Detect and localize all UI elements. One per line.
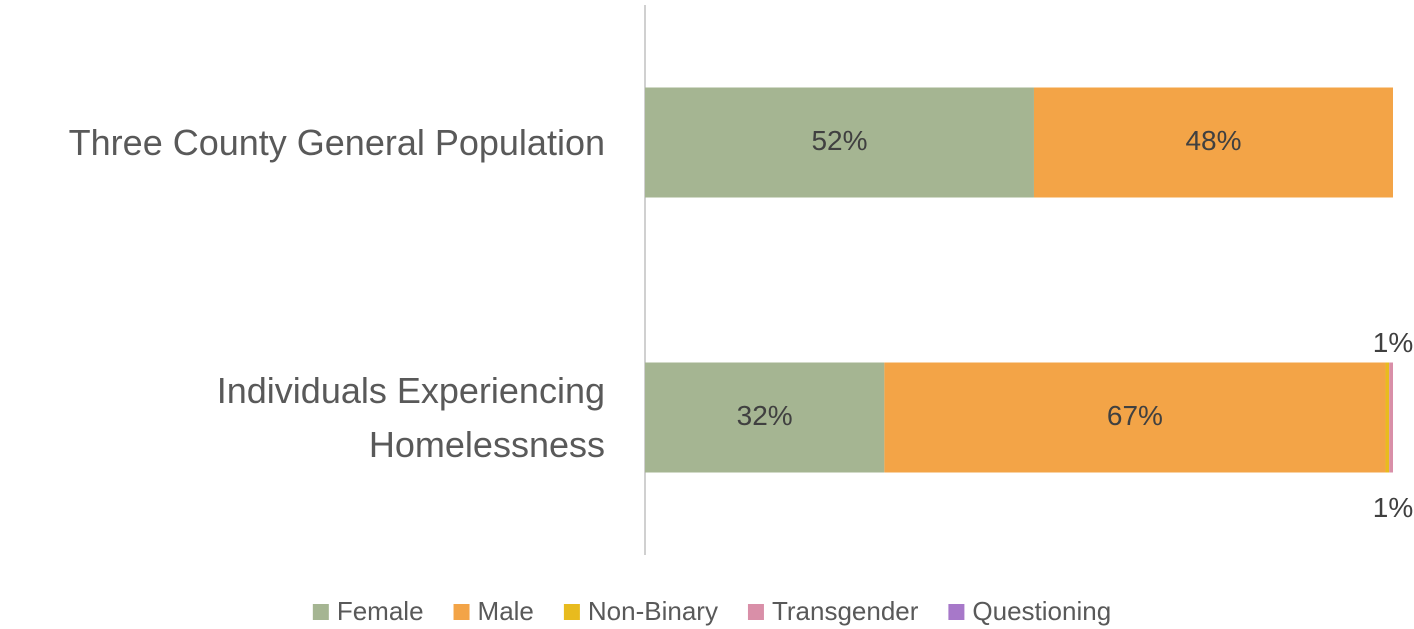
legend-label: Questioning: [972, 596, 1111, 626]
legend-swatch: [563, 604, 580, 620]
legend-swatch: [747, 604, 764, 620]
legend-label: Female: [337, 596, 424, 626]
legend-label: Male: [478, 596, 534, 626]
bar-segment: [645, 362, 885, 473]
bar-segment: [645, 87, 1034, 198]
legend-swatch: [312, 604, 329, 620]
legend-label: Transgender: [772, 596, 919, 626]
data-label: 1%: [1373, 492, 1413, 523]
legend-label: Non-Binary: [588, 596, 718, 626]
bar-segment: [1389, 362, 1393, 473]
data-label: 32%: [737, 400, 793, 431]
legend-swatch: [948, 604, 965, 620]
bar-segment: [1385, 362, 1390, 473]
category-label: Three County General Population: [68, 121, 605, 163]
data-label: 52%: [811, 125, 867, 156]
data-label: 1%: [1373, 327, 1413, 358]
data-label: 67%: [1107, 400, 1163, 431]
bar-segment: [1033, 87, 1393, 198]
legend: Female Male Non-Binary Transgender Questioni…: [312, 596, 1111, 626]
bar-segment: [884, 362, 1386, 473]
data-label: 48%: [1185, 125, 1241, 156]
category-label: Individuals Experiencing Homelessness: [216, 369, 605, 465]
legend-swatch: [453, 604, 470, 620]
